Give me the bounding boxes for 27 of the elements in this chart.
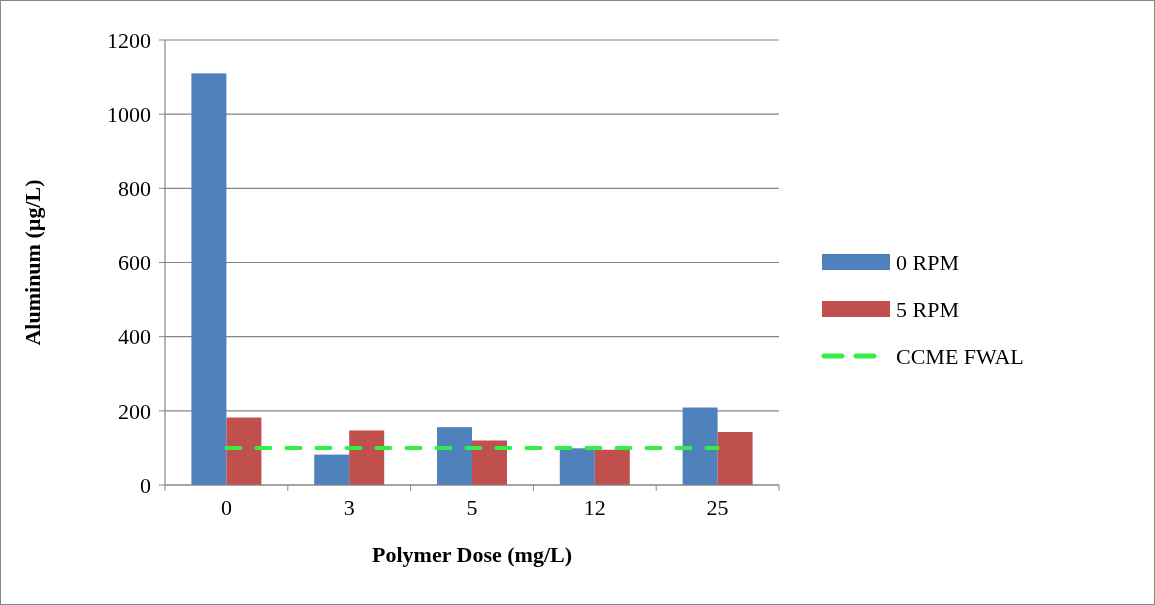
y-axis-title: Aluminum (µg/L) [20,179,45,346]
legend-label: 0 RPM [896,249,959,275]
y-tick-label: 200 [118,398,151,424]
x-tick-label: 25 [706,495,729,520]
legend-label: 5 RPM [896,296,959,322]
x-tick-label: 3 [343,495,355,520]
y-tick-label: 600 [118,250,151,276]
bar [472,440,507,485]
bar [191,73,227,485]
bar [682,407,718,485]
bar [437,427,472,485]
y-tick-label: 0 [140,472,151,498]
y-tick-label: 800 [118,176,151,202]
bar [226,417,262,485]
x-axis-title: Polymer Dose (mg/L) [372,542,572,567]
bar [717,431,753,485]
x-tick-label: 0 [220,495,232,520]
legend-label: CCME FWAL [896,343,1024,369]
x-tick-label: 5 [466,495,478,520]
y-tick-label: 400 [118,324,151,350]
y-tick-label: 1000 [107,101,151,127]
y-tick-label: 1200 [107,27,151,53]
bar [559,448,595,485]
bar [594,449,630,485]
bar [314,454,350,485]
bar [349,430,385,485]
x-tick-label: 12 [583,495,606,520]
